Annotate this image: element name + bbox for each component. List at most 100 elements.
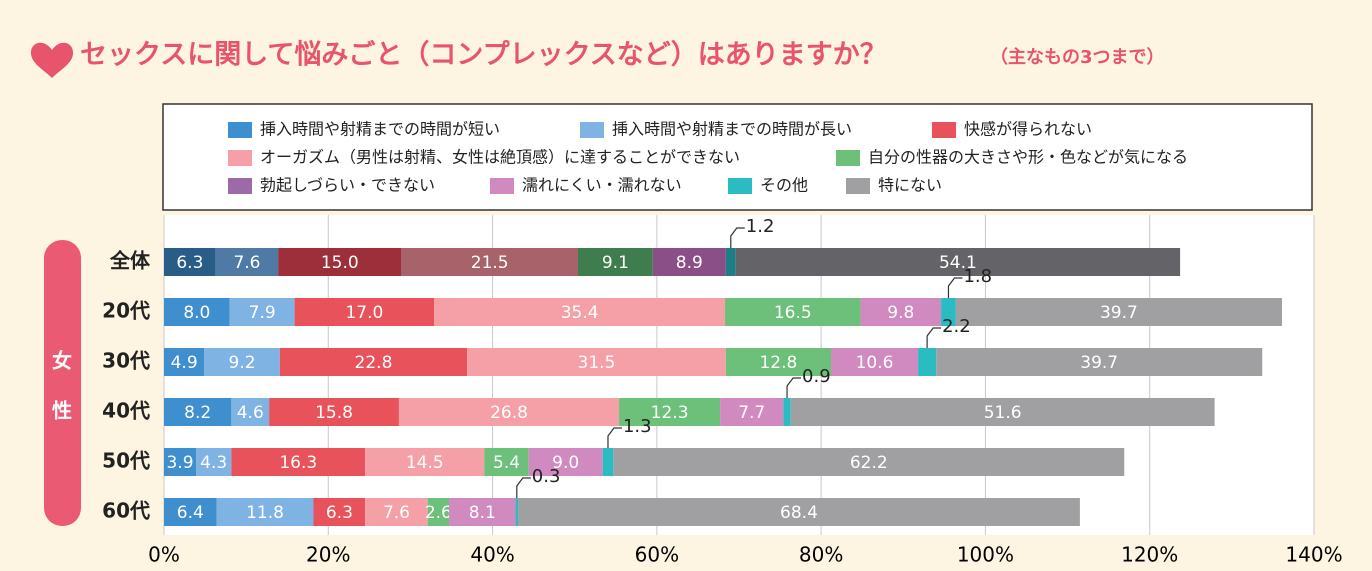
x-tick-label: 0% (148, 543, 180, 567)
value-label: 39.7 (1080, 353, 1118, 373)
bar-segment (164, 248, 216, 276)
legend-swatch (228, 178, 252, 194)
legend-swatch (932, 122, 956, 138)
value-label: 8.9 (676, 253, 703, 273)
value-label: 12.3 (651, 403, 689, 423)
value-label: 4.9 (171, 353, 198, 373)
value-label: 16.3 (279, 453, 317, 473)
value-label: 6.4 (177, 503, 204, 523)
value-label: 17.0 (345, 303, 383, 323)
bar-segment (196, 448, 232, 476)
bar-segment (164, 498, 217, 526)
value-label: 5.4 (493, 453, 520, 473)
y-tick-label: 60代 (102, 499, 150, 523)
value-label: 7.6 (383, 503, 410, 523)
value-label: 51.6 (984, 403, 1022, 423)
value-label: 7.7 (738, 403, 765, 423)
x-tick-label: 80% (799, 543, 843, 567)
bar-segment (918, 348, 937, 376)
legend-label: 特にない (878, 176, 942, 195)
value-label: 3.9 (166, 453, 193, 473)
value-label: 8.0 (183, 303, 210, 323)
bar-segment (229, 298, 295, 326)
legend-swatch (228, 150, 252, 166)
bar-segment (613, 448, 1125, 476)
value-label: 8.2 (184, 403, 211, 423)
bar-segment (365, 448, 485, 476)
leader-line (947, 277, 963, 298)
group-label: 性 (52, 399, 72, 423)
bar-segment (831, 348, 919, 376)
legend-swatch (580, 122, 604, 138)
value-label: 1.3 (623, 416, 652, 437)
legend-label: その他 (760, 176, 808, 195)
value-label: 21.5 (471, 253, 509, 273)
x-tick-label: 20% (306, 543, 350, 567)
bar-segment (427, 498, 450, 526)
bar-segment (401, 248, 578, 276)
bar-segment (231, 448, 366, 476)
leader-line (516, 477, 531, 498)
bar-segment (434, 298, 726, 326)
value-label: 1.8 (963, 266, 992, 287)
group-pill (44, 240, 81, 526)
value-label: 35.4 (561, 303, 599, 323)
legend-swatch (490, 178, 514, 194)
value-label: 10.6 (856, 353, 894, 373)
legend-swatch (846, 178, 870, 194)
bar-segment (294, 298, 435, 326)
legend-label: 挿入時間や射精までの時間が短い (260, 120, 500, 139)
x-tick-label: 60% (635, 543, 679, 567)
bar-segment (720, 398, 784, 426)
value-label: 9.1 (602, 253, 629, 273)
legend-label: 快感が得られない (964, 120, 1092, 139)
bar-segment (725, 248, 736, 276)
legend-label: 勃起しづらい・できない (260, 176, 435, 195)
value-label: 14.5 (406, 453, 444, 473)
bar-segment (955, 298, 1282, 326)
bar-segment (313, 498, 366, 526)
y-tick-label: 20代 (102, 299, 150, 323)
x-tick-label: 140% (1285, 543, 1342, 567)
value-label: 0.3 (532, 466, 561, 487)
bar-segment (790, 398, 1215, 426)
value-label: 54.1 (939, 253, 977, 273)
y-tick-label: 全体 (109, 249, 151, 273)
x-tick-label: 40% (470, 543, 514, 567)
value-label: 22.8 (355, 353, 393, 373)
bar-segment (652, 248, 726, 276)
bar-segment (231, 398, 270, 426)
y-tick-label: 50代 (102, 449, 150, 473)
value-label: 1.2 (746, 216, 775, 237)
y-tick-label: 40代 (102, 399, 150, 423)
bar-segment (735, 248, 1181, 276)
legend-label: オーガズム（男性は射精、女性は絶頂感）に達することができない (260, 148, 740, 167)
bar-segment (725, 348, 831, 376)
value-label: 62.2 (850, 453, 888, 473)
value-label: 68.4 (780, 503, 818, 523)
bar-segment (164, 398, 232, 426)
x-tick-label: 100% (957, 543, 1014, 567)
value-label: 2.6 (425, 503, 452, 523)
bar-segment (164, 298, 230, 326)
leader-line (607, 427, 622, 448)
leader-line (730, 227, 745, 248)
bar-segment (365, 498, 428, 526)
value-label: 11.8 (246, 503, 284, 523)
bar-segment (278, 248, 402, 276)
value-label: 7.9 (249, 303, 276, 323)
bar-segment (216, 498, 314, 526)
bar-segment (783, 398, 791, 426)
value-label: 4.6 (237, 403, 264, 423)
bar-segment (449, 498, 516, 526)
bar-segment (398, 398, 620, 426)
value-label: 8.1 (469, 503, 496, 523)
value-label: 12.8 (759, 353, 797, 373)
legend-label: 濡れにくい・濡れない (522, 176, 682, 195)
leader-line (926, 327, 942, 348)
value-label: 39.7 (1100, 303, 1138, 323)
bar-segment (164, 448, 197, 476)
value-label: 9.8 (887, 303, 914, 323)
legend-label: 自分の性器の大きさや形・色などが気になる (868, 148, 1188, 167)
